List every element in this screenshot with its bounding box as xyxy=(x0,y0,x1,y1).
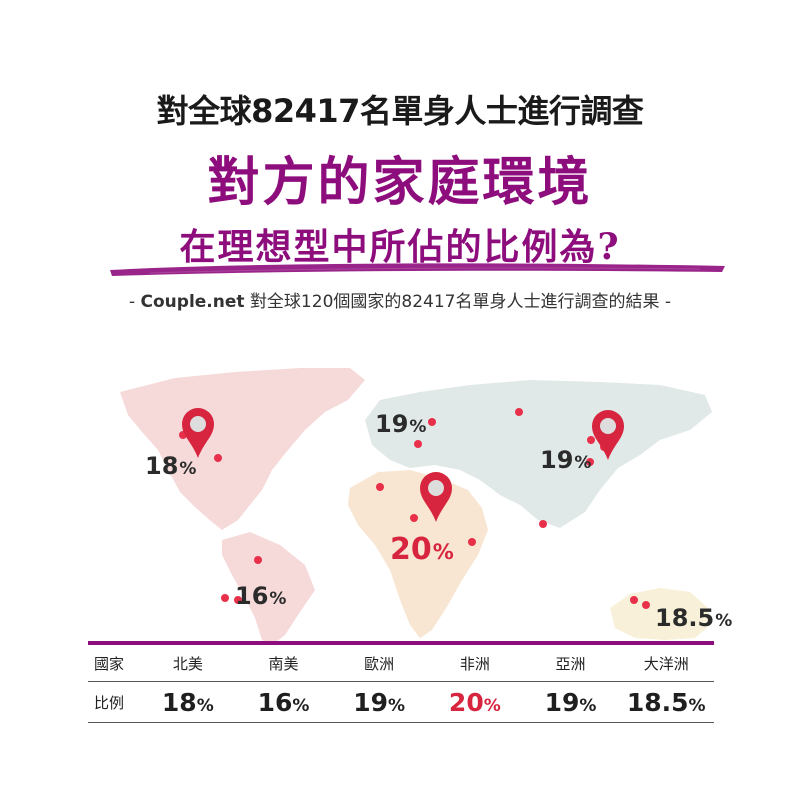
map-pins xyxy=(182,408,624,522)
survey-subtitle: 對全球82417名單身人士進行調查 xyxy=(156,92,644,130)
map-value: 18 xyxy=(145,452,179,480)
table-region-asia: 亞洲 xyxy=(555,654,586,673)
source-line: - Couple.net 對全球120個國家的82417名單身人士進行調查的結果… xyxy=(0,287,800,312)
continent-eurasia xyxy=(365,380,712,528)
map-label-oceania: 18.5% xyxy=(655,604,732,632)
map-dot xyxy=(642,601,650,609)
map-unit: % xyxy=(715,611,733,631)
map-dot xyxy=(410,514,418,522)
table-value: 18.5 xyxy=(626,687,689,717)
map-dot xyxy=(428,418,436,426)
table-value: 16 xyxy=(257,687,293,717)
table-value-europe: 19% xyxy=(331,688,427,717)
map-dot xyxy=(254,556,262,564)
map-value: 16 xyxy=(235,582,269,610)
continent-south-america xyxy=(222,532,315,645)
table-region-europe: 歐洲 xyxy=(364,654,395,673)
main-title: 對方的家庭環境 xyxy=(207,153,593,213)
source-brand: Couple.net xyxy=(140,292,245,312)
table-region-oceania: 大洋洲 xyxy=(643,654,689,673)
map-label-south-america: 16% xyxy=(235,582,286,610)
map-value: 19 xyxy=(375,410,409,438)
table-value-asia: 19% xyxy=(523,688,619,717)
map-dot xyxy=(587,436,595,444)
continent-north-america xyxy=(120,368,365,530)
table-header-region: 國家 xyxy=(94,654,125,673)
table-value: 19 xyxy=(544,687,580,717)
map-dot xyxy=(586,458,594,466)
map-dot xyxy=(515,408,523,416)
source-dash-right: - xyxy=(664,292,672,312)
table-unit: % xyxy=(688,695,706,716)
map-dot xyxy=(221,594,229,602)
question-title: 在理想型中所佔的比例為? xyxy=(179,226,621,268)
map-label-north-america: 18% xyxy=(145,452,196,480)
map-dot xyxy=(234,596,242,604)
map-unit: % xyxy=(179,459,197,479)
table-unit: % xyxy=(388,695,406,716)
map-unit: % xyxy=(409,417,427,437)
table-region-north-america: 北美 xyxy=(172,654,203,673)
map-unit: % xyxy=(432,540,454,564)
map-pin-icon xyxy=(182,408,214,458)
table-row-regions: 國家 北美 南美 歐洲 非洲 亞洲 大洋洲 xyxy=(88,645,714,682)
table-header-ratio: 比例 xyxy=(94,693,125,712)
table-unit: % xyxy=(196,695,214,716)
map-dot xyxy=(468,538,476,546)
table-unit: % xyxy=(292,695,310,716)
source-dash-left: - xyxy=(128,292,136,312)
map-label-europe: 19% xyxy=(375,410,426,438)
continent-africa xyxy=(348,470,488,638)
map-unit: % xyxy=(574,453,592,473)
map-label-asia: 19% xyxy=(540,446,591,474)
table-unit: % xyxy=(579,695,597,716)
source-text: 對全球120個國家的82417名單身人士進行調查的結果 xyxy=(249,292,660,312)
map-dot xyxy=(214,454,222,462)
table-value-south-america: 16% xyxy=(236,688,332,717)
map-unit: % xyxy=(269,589,287,609)
table-region-africa: 非洲 xyxy=(459,654,490,673)
map-label-africa: 20% xyxy=(390,532,454,567)
table-value-north-america: 18% xyxy=(140,688,236,717)
map-value: 18.5 xyxy=(655,604,715,632)
table-region-south-america: 南美 xyxy=(268,654,299,673)
table-unit: % xyxy=(483,695,501,716)
map-value: 19 xyxy=(540,446,574,474)
table-value: 18 xyxy=(161,687,197,717)
brush-underline xyxy=(110,263,725,276)
table-top-rule xyxy=(88,641,714,645)
world-map xyxy=(120,368,712,645)
map-dots xyxy=(179,408,650,609)
map-value: 20 xyxy=(390,532,432,567)
map-dot xyxy=(539,520,547,528)
map-dot xyxy=(376,483,384,491)
map-dot xyxy=(630,596,638,604)
table-value-oceania: 18.5% xyxy=(618,688,714,717)
table-row-values: 比例 18% 16% 19% 20% 19% 18.5% xyxy=(88,682,714,723)
result-table: 國家 北美 南美 歐洲 非洲 亞洲 大洋洲 比例 18% 16% 19% 20%… xyxy=(88,641,714,723)
table-value: 20 xyxy=(448,687,484,717)
map-dot xyxy=(414,440,422,448)
map-pin-icon xyxy=(592,410,624,460)
map-pin-icon xyxy=(420,472,452,522)
table-value: 19 xyxy=(353,687,389,717)
table-value-africa: 20% xyxy=(427,688,523,717)
